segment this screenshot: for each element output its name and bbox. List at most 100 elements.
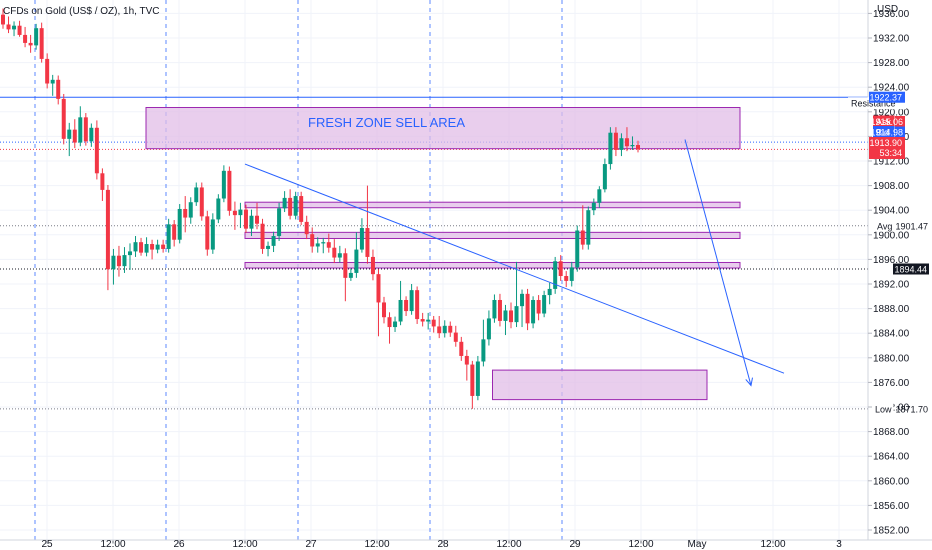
candle[interactable] bbox=[199, 182, 204, 221]
candle[interactable] bbox=[591, 198, 596, 216]
candle[interactable] bbox=[45, 53, 50, 89]
candle[interactable] bbox=[569, 261, 574, 287]
candle[interactable] bbox=[299, 191, 304, 225]
candle[interactable] bbox=[580, 205, 585, 250]
candle[interactable] bbox=[216, 194, 221, 224]
candle[interactable] bbox=[409, 284, 414, 315]
candle[interactable] bbox=[83, 113, 88, 146]
candle[interactable] bbox=[359, 218, 364, 253]
candle[interactable] bbox=[586, 206, 591, 250]
candle[interactable] bbox=[337, 245, 342, 263]
candle[interactable] bbox=[431, 315, 436, 333]
candle[interactable] bbox=[133, 236, 138, 257]
trend-line[interactable] bbox=[244, 163, 785, 374]
candle[interactable] bbox=[514, 261, 519, 328]
projection-arrow[interactable] bbox=[684, 139, 752, 386]
candle[interactable] bbox=[161, 239, 166, 253]
candle[interactable] bbox=[354, 232, 359, 278]
candle[interactable] bbox=[288, 189, 293, 220]
candle[interactable] bbox=[636, 140, 640, 153]
candle[interactable] bbox=[128, 243, 132, 270]
candle[interactable] bbox=[486, 310, 491, 346]
candle[interactable] bbox=[122, 247, 127, 273]
candle[interactable] bbox=[100, 168, 105, 201]
candle[interactable] bbox=[481, 319, 486, 367]
candle[interactable] bbox=[459, 336, 464, 361]
zone-rectangle[interactable] bbox=[244, 231, 741, 239]
candle[interactable] bbox=[282, 191, 287, 213]
candles[interactable] bbox=[1, 8, 640, 409]
candle[interactable] bbox=[437, 315, 442, 339]
candle[interactable] bbox=[105, 184, 110, 291]
candle[interactable] bbox=[210, 213, 215, 254]
candle[interactable] bbox=[17, 20, 22, 37]
candle[interactable] bbox=[470, 360, 475, 409]
candle[interactable] bbox=[50, 74, 55, 96]
candle[interactable] bbox=[365, 185, 370, 264]
candle[interactable] bbox=[398, 280, 403, 326]
candle[interactable] bbox=[260, 218, 265, 254]
candle[interactable] bbox=[448, 321, 453, 337]
candle[interactable] bbox=[597, 186, 602, 208]
candle[interactable] bbox=[155, 239, 160, 254]
candle[interactable] bbox=[415, 286, 420, 324]
candle[interactable] bbox=[547, 282, 552, 305]
candle[interactable] bbox=[520, 289, 525, 328]
candle[interactable] bbox=[531, 296, 536, 329]
candle[interactable] bbox=[61, 93, 66, 145]
candle[interactable] bbox=[94, 120, 99, 180]
candle[interactable] bbox=[111, 248, 116, 285]
candle[interactable] bbox=[304, 215, 309, 240]
candle[interactable] bbox=[630, 136, 635, 150]
candle[interactable] bbox=[194, 182, 199, 206]
candle[interactable] bbox=[188, 197, 193, 224]
candle[interactable] bbox=[172, 220, 177, 247]
candle[interactable] bbox=[553, 256, 558, 294]
candle[interactable] bbox=[205, 210, 210, 256]
candle[interactable] bbox=[28, 34, 33, 53]
candle[interactable] bbox=[420, 312, 425, 327]
candle[interactable] bbox=[34, 23, 39, 50]
candle[interactable] bbox=[232, 201, 237, 230]
candle[interactable] bbox=[243, 204, 248, 233]
candle[interactable] bbox=[321, 237, 326, 254]
candle[interactable] bbox=[426, 312, 431, 330]
candle[interactable] bbox=[177, 204, 182, 244]
candle[interactable] bbox=[266, 241, 271, 257]
candle[interactable] bbox=[558, 255, 563, 281]
candle[interactable] bbox=[315, 237, 320, 253]
zone-rectangle[interactable] bbox=[244, 261, 741, 269]
candle[interactable] bbox=[326, 233, 331, 253]
candle[interactable] bbox=[343, 248, 348, 302]
candle[interactable] bbox=[348, 268, 353, 281]
candle[interactable] bbox=[536, 295, 541, 321]
candle[interactable] bbox=[166, 218, 171, 253]
candle[interactable] bbox=[497, 293, 502, 327]
candle[interactable] bbox=[67, 122, 72, 157]
candle[interactable] bbox=[12, 21, 17, 37]
candle[interactable] bbox=[613, 127, 618, 157]
candle[interactable] bbox=[370, 249, 375, 281]
zone-rectangle[interactable] bbox=[492, 369, 708, 401]
candle[interactable] bbox=[575, 225, 580, 272]
candle[interactable] bbox=[619, 133, 624, 157]
candle[interactable] bbox=[227, 166, 232, 216]
zone-rectangle[interactable] bbox=[145, 106, 741, 150]
candle[interactable] bbox=[475, 355, 480, 401]
candle[interactable] bbox=[221, 165, 226, 203]
candle[interactable] bbox=[404, 296, 409, 316]
candle[interactable] bbox=[255, 202, 259, 230]
candle[interactable] bbox=[602, 158, 607, 193]
candle[interactable] bbox=[78, 106, 83, 147]
candle[interactable] bbox=[464, 349, 469, 381]
zone-rectangle[interactable] bbox=[244, 201, 741, 209]
candle[interactable] bbox=[150, 239, 155, 260]
candle[interactable] bbox=[382, 296, 386, 324]
candle[interactable] bbox=[6, 16, 11, 34]
candle[interactable] bbox=[72, 119, 77, 149]
candle[interactable] bbox=[542, 290, 547, 318]
candle[interactable] bbox=[332, 239, 337, 264]
candle[interactable] bbox=[453, 325, 458, 347]
candle[interactable] bbox=[238, 202, 243, 229]
